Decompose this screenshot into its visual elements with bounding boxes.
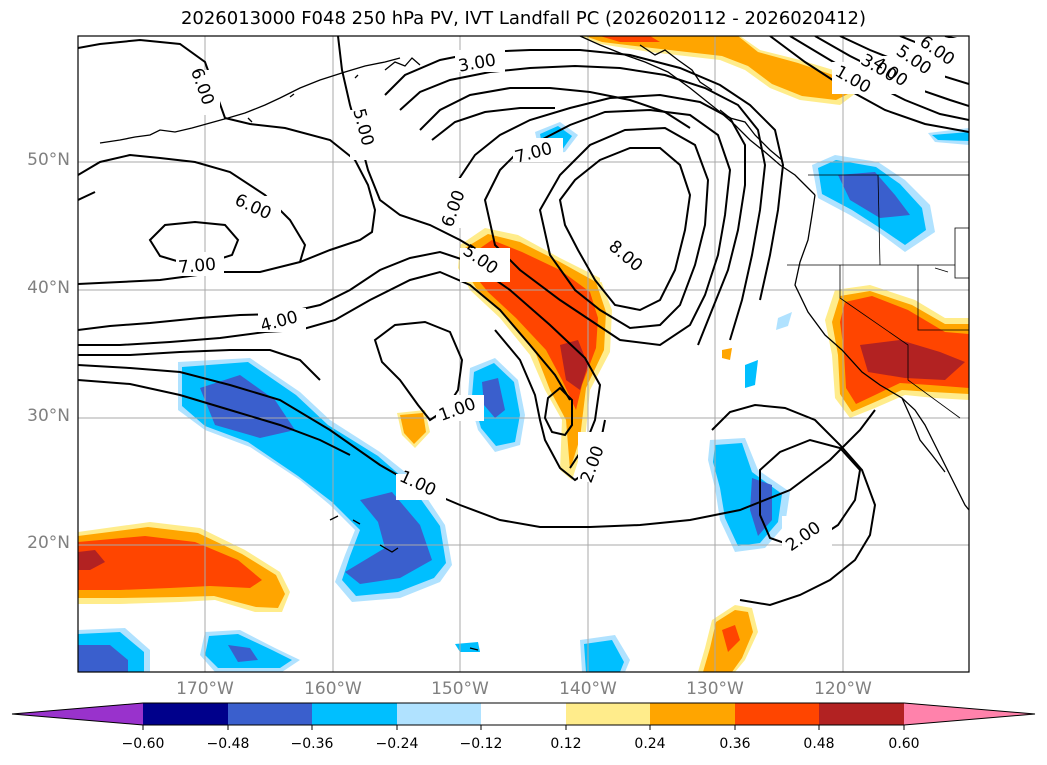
colorbar-bin (228, 703, 312, 725)
colorbar-bin (650, 703, 735, 725)
longitude-label: 160°W (304, 679, 362, 699)
political-borders (787, 174, 969, 419)
colorbar-tick-label: 0.24 (634, 736, 666, 752)
colorbar-tick-label: −0.60 (121, 736, 165, 752)
map-title: 2026013000 F048 250 hPa PV, IVT Landfall… (180, 8, 867, 29)
map-frame (77, 35, 970, 673)
longitude-label: 150°W (431, 679, 489, 699)
latitude-label: 40°N (27, 278, 70, 298)
colorbar (11, 702, 1036, 730)
colorbar-tick-label: −0.24 (375, 736, 419, 752)
colorbar-tick-label: −0.36 (290, 736, 334, 752)
colorbar-bin (735, 703, 819, 725)
colorbar-bin (481, 703, 566, 725)
colorbar-bin (143, 703, 228, 725)
colorbar-bin (397, 703, 481, 725)
colorbar-tick-label: 0.12 (550, 736, 582, 752)
pv-contours (78, 36, 969, 607)
colorbar-bin (566, 703, 650, 725)
colorbar-tick-label: −0.48 (206, 736, 250, 752)
colorbar-bin (819, 703, 904, 725)
colorbar-tick-label: −0.12 (459, 736, 503, 752)
latitude-label: 20°N (27, 533, 70, 553)
longitude-label: 120°W (814, 679, 872, 699)
contour-label: 7.00 (177, 255, 216, 278)
latitude-label: 50°N (27, 150, 70, 170)
longitude-label: 170°W (176, 679, 234, 699)
latitude-label: 30°N (27, 406, 70, 426)
colorbar-bin (312, 703, 397, 725)
colorbar-tick-label: 0.60 (888, 736, 920, 752)
contour-label-backgrounds (176, 38, 969, 552)
ivt-negative-shading (78, 122, 969, 672)
colorbar-extend-low (12, 703, 143, 725)
longitude-label: 140°W (559, 679, 617, 699)
colorbar-tick-label: 0.48 (803, 736, 835, 752)
colorbar-extend-high (904, 703, 1035, 725)
longitude-label: 130°W (686, 679, 744, 699)
colorbar-tick-label: 0.36 (719, 736, 751, 752)
